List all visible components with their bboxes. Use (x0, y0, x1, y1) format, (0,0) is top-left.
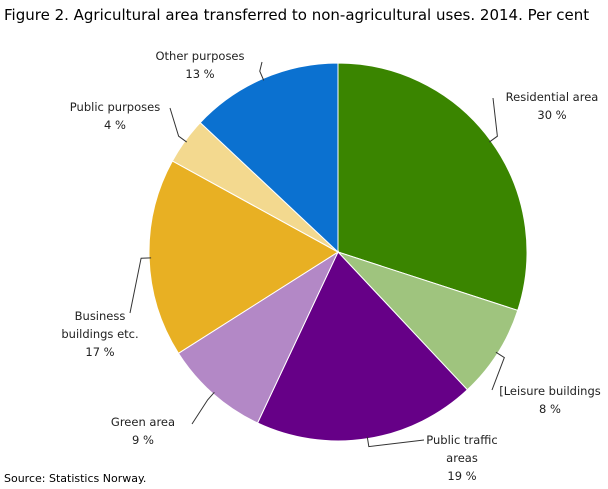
slice-label: Public purposes (69, 100, 161, 114)
leader-line (488, 97, 498, 143)
value-label: 9 % (132, 433, 154, 447)
value-label: 17 % (85, 345, 115, 359)
value-label: 13 % (185, 67, 215, 81)
leader-line (129, 257, 152, 314)
slice-label: Other purposes (155, 49, 245, 63)
leader-line (491, 351, 505, 391)
value-label: 19 % (447, 469, 477, 483)
source-note: Source: Statistics Norway. (4, 472, 147, 485)
slice-label: Business buildings etc. (61, 309, 139, 341)
slice-label: Green area (110, 415, 176, 429)
leader-line (169, 107, 188, 143)
slice-label: [Leisure buildings (499, 384, 601, 398)
value-label: 4 % (104, 118, 126, 132)
chart-title: Figure 2. Agricultural area transferred … (4, 6, 590, 24)
value-label: 8 % (539, 402, 561, 416)
leader-line (366, 436, 425, 448)
leader-line (191, 391, 215, 425)
slice-label: Public traffic areas (426, 433, 498, 465)
slice-label: Residential area (505, 90, 599, 104)
leader-line (259, 61, 265, 81)
value-label: 30 % (537, 108, 567, 122)
